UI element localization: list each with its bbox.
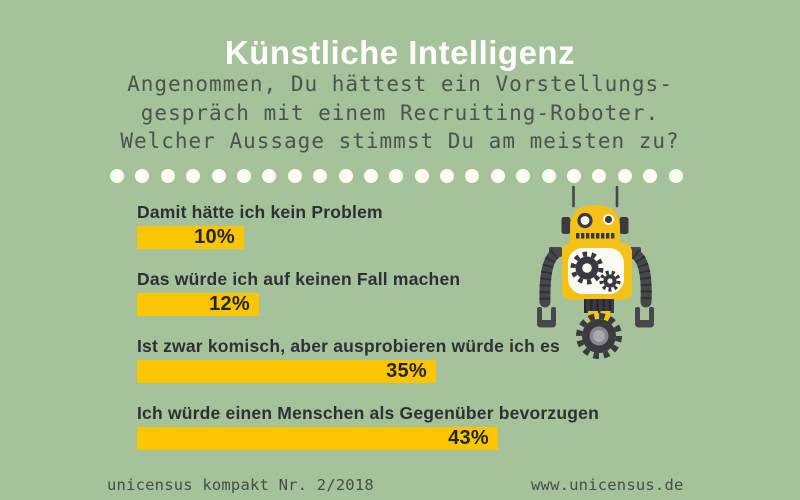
footer-source: unicensus kompakt Nr. 2/2018 (107, 476, 374, 494)
dot-icon (363, 169, 378, 183)
survey-question-line-2: gespräch mit einem Recruiting-Roboter. (140, 100, 660, 125)
bar-value-label: 43% (448, 427, 489, 449)
dot-icon (287, 169, 302, 183)
survey-question: Angenommen, Du hättest ein Vorstellungs-… (0, 70, 800, 156)
survey-question-line-3: Welcher Aussage stimmst Du am meisten zu… (120, 129, 680, 153)
page-title: Künstliche Intelligenz (224, 34, 576, 72)
dot-icon (668, 169, 683, 183)
dot-icon (313, 169, 328, 183)
dot-icon (186, 169, 201, 183)
robot-gear-small-icon (599, 270, 621, 292)
dot-icon (440, 169, 455, 183)
survey-question-line-1: Angenommen, Du hättest ein Vorstellungs- (127, 72, 673, 96)
dot-icon (338, 169, 353, 183)
bar-category-label: Ich würde einen Menschen als Gegenüber b… (137, 403, 599, 423)
robot-hand-left (537, 307, 556, 328)
robot-eye-right-icon (603, 214, 614, 225)
bar-value-label: 10% (194, 226, 235, 248)
bar: 10% (137, 226, 244, 249)
bar: 35% (137, 360, 436, 383)
robot-hand-right (635, 307, 654, 328)
dot-icon (262, 169, 277, 183)
dot-icon (592, 169, 607, 183)
robot-arm-left (539, 248, 561, 308)
dot-icon (135, 169, 150, 183)
dot-icon (567, 169, 582, 183)
bar-value-label: 12% (209, 293, 250, 315)
bar-value-label: 35% (386, 360, 427, 382)
dot-icon (516, 169, 531, 183)
dot-icon (110, 169, 124, 183)
bar: 43% (137, 427, 498, 450)
bar-category-label: Damit hätte ich kein Problem (137, 202, 383, 222)
bar: 12% (137, 293, 259, 316)
dot-icon (617, 169, 632, 183)
footer-website: www.unicensus.de (531, 476, 684, 494)
dot-icon (490, 169, 505, 183)
bar-row: Das würde ich auf keinen Fall machen 12% (137, 269, 567, 316)
robot-arm-right (629, 248, 652, 308)
dot-icon (643, 169, 658, 183)
dot-icon (160, 169, 175, 183)
robot-ear-left (561, 217, 571, 234)
bar-row: Ich würde einen Menschen als Gegenüber b… (137, 403, 599, 450)
robot-mouth (576, 233, 615, 239)
dot-icon (389, 169, 404, 183)
bar-row: Damit hätte ich kein Problem 10% (137, 202, 567, 249)
robot-ear-right (619, 217, 629, 234)
robot-illustration (537, 185, 654, 359)
dot-icon (541, 169, 556, 183)
bar-category-label: Ist zwar komisch, aber ausprobieren würd… (137, 336, 560, 356)
robot-leg-right (600, 311, 611, 322)
robot-gear-wheel-icon (576, 313, 622, 359)
dot-icon (211, 169, 226, 183)
bar-row: Ist zwar komisch, aber ausprobieren würd… (137, 336, 567, 383)
dot-icon (236, 169, 251, 183)
robot-eye-left-icon (577, 212, 593, 229)
robot-gear-large-icon (570, 251, 604, 285)
dot-icon (414, 169, 429, 183)
dots-divider (110, 169, 683, 183)
bar-chart: Damit hätte ich kein Problem 10% Das würde… (137, 202, 599, 470)
bar-category-label: Das würde ich auf keinen Fall machen (137, 269, 461, 289)
dot-icon (465, 169, 480, 183)
robot-hip (584, 299, 614, 313)
